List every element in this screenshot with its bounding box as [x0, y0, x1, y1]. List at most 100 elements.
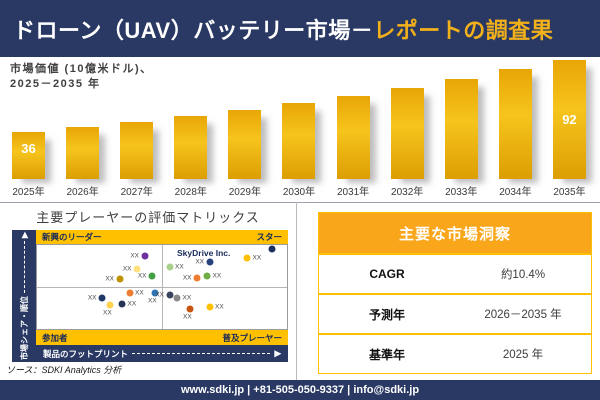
bar-2030年 — [282, 103, 316, 179]
scatter-point: XX — [103, 301, 113, 317]
matrix-top-band: 新興のリーダー スター — [36, 230, 288, 244]
bar-category-label: 2035年 — [553, 187, 586, 198]
y-axis-dashed-line — [23, 241, 25, 293]
scatter-point — [268, 245, 276, 253]
bar-value-label: 36 — [21, 141, 36, 156]
vertical-divider — [296, 202, 297, 380]
bar-chart-caption: 市場価値 (10億米ドル)、 2025－2035 年 — [10, 62, 153, 92]
bar-category-label: 2031年 — [336, 187, 370, 198]
bar-2027年 — [120, 122, 154, 179]
scatter-point-label: XX — [195, 258, 204, 266]
bar-column: 2029年 — [228, 60, 262, 198]
scatter-point-label: XX — [103, 309, 112, 317]
bar-column: 2028年 — [174, 60, 208, 198]
bar-chart-caption-line2: 2025－2035 年 — [10, 78, 101, 90]
matrix-plot-area: SkyDrive Inc. XX XX XX XX XX XX XX XX XX XX XX XX XX… — [36, 244, 288, 330]
scatter-point: XX — [88, 294, 106, 302]
x-axis-dashed-line — [132, 353, 271, 354]
insights-table-header: 主要な市場洞察 — [319, 213, 591, 253]
matrix-title: 主要プレーヤーの評価マトリックス — [36, 210, 260, 225]
row-label: CAGR — [369, 267, 405, 281]
matrix-y-axis-label: 市場シェア・順位 ▶ — [14, 232, 34, 360]
scatter-point-label: XX — [87, 294, 97, 302]
scatter-point: XX — [206, 303, 224, 311]
bar-category-label: 2034年 — [499, 187, 532, 198]
horizontal-divider — [0, 202, 600, 203]
scatter-point-label: XX — [105, 275, 114, 283]
bar-2033年 — [444, 79, 478, 179]
bar-category-label: 2028年 — [174, 187, 207, 198]
bar-2029年 — [228, 110, 262, 179]
scatter-point: XX — [148, 289, 158, 304]
bar-value-label: 92 — [562, 112, 577, 127]
scatter-point: XX — [138, 272, 156, 280]
bar-category-label: 2030年 — [282, 187, 316, 198]
scatter-point-label: XX — [252, 254, 262, 262]
bar-column: 2033年 — [444, 60, 478, 198]
bar-chart-caption-line1: 市場価値 (10億米ドル)、 — [10, 63, 153, 75]
evaluation-matrix: 市場シェア・順位 ▶ 新興のリーダー スター SkyDrive Inc. XX X… — [12, 230, 288, 362]
scatter-point: XX — [243, 254, 261, 262]
row-label: 予測年 — [368, 307, 405, 322]
insights-table: 主要な市場洞察 CAGR 約10.4% 予測年 2026－2035 年 基準年 … — [318, 212, 592, 374]
matrix-y-axis-band: 市場シェア・順位 ▶ — [12, 230, 36, 362]
matrix-bottom-band: 参加者 普及プレーヤー — [36, 330, 288, 345]
bar-2035年: 92 — [552, 60, 586, 179]
y-axis-arrow-icon: ▶ — [19, 232, 29, 239]
row-label: 基準年 — [368, 347, 405, 362]
bar-2028年 — [174, 116, 208, 179]
row-value: 2025 年 — [502, 349, 544, 361]
quadrant-label-emerging-leaders: 新興のリーダー — [42, 232, 102, 242]
scatter-point-label: XX — [182, 274, 192, 282]
scatter-point-label: XX — [155, 291, 164, 299]
scatter-point: XX — [166, 263, 184, 271]
row-value: 約10.4% — [500, 269, 546, 281]
bar-category-label: 2026年 — [66, 187, 99, 198]
scatter-point-label: XX — [122, 265, 132, 273]
scatter-point: XX — [173, 294, 191, 302]
contact-links[interactable]: www.sdki.jp | +81-505-050-9337 | info@sd… — [180, 384, 420, 396]
title-main: ドローン（UAV）バッテリー市場－ — [13, 17, 374, 43]
scatter-point: XX — [126, 289, 144, 297]
scatter-point-label: XX — [212, 272, 222, 280]
bar-category-label: 2025年 — [12, 187, 45, 198]
bar-column: 2034年 — [498, 60, 532, 198]
scatter-point-label: XX — [127, 300, 137, 308]
bar-column: 2032年 — [390, 60, 424, 198]
bar-2032年 — [390, 88, 424, 179]
scatter-point: XX — [195, 258, 213, 266]
bar-column: 2026年 — [66, 60, 100, 198]
bar-category-label: 2033年 — [445, 187, 478, 198]
scatter-point-label: XX — [148, 297, 157, 305]
bar-chart: 36 2025年 2026年 2027年 2028年 2029年 2030年 2031年 203… — [12, 60, 586, 198]
bar-category-label: 2032年 — [391, 187, 424, 198]
bar-2026年 — [66, 127, 100, 179]
quadrant-label-participants: 参加者 — [42, 332, 68, 343]
scatter-point-label: XX — [130, 252, 139, 260]
scatter-point: XX — [123, 265, 141, 273]
scatter-point-label: XX — [175, 263, 184, 271]
contact-footer: www.sdki.jp | +81-505-050-9337 | info@sd… — [0, 380, 600, 400]
bar-2034年 — [498, 69, 532, 179]
scatter-point: XX — [183, 274, 201, 282]
row-value: 2026－2035 年 — [484, 309, 562, 321]
table-row-forecast-years: 予測年 2026－2035 年 — [319, 293, 591, 333]
highlighted-company-label: SkyDrive Inc. — [177, 248, 231, 259]
scatter-point: XX — [130, 252, 148, 260]
bar-column: 2027年 — [120, 60, 154, 198]
bar-column: 92 2035年 — [552, 60, 586, 198]
bar-chart-section: 市場価値 (10億米ドル)、 2025－2035 年 36 2025年 2026年 2… — [0, 57, 600, 202]
x-axis-arrow-icon: ▶ — [274, 348, 281, 358]
scatter-point: XX — [118, 300, 136, 308]
market-insights-section: 主要な市場洞察 CAGR 約10.4% 予測年 2026－2035 年 基準年 … — [297, 203, 600, 380]
scatter-point-label: XX — [137, 272, 147, 280]
scatter-point: XX — [183, 305, 193, 320]
table-row-base-year: 基準年 2025 年 — [319, 333, 591, 373]
quadrant-label-stars: スター — [256, 232, 282, 242]
x-axis-label-text: 製品のフットプリント — [43, 348, 129, 359]
quadrant-label-pervasive-players: 普及プレーヤー — [222, 332, 282, 343]
bar-category-label: 2029年 — [228, 187, 261, 198]
title-accent: レポートの調査果 — [373, 17, 554, 43]
source-note: ソース：SDKI Analytics 分析 — [6, 365, 122, 375]
matrix-x-axis-band: 製品のフットプリント ▶ — [36, 345, 288, 362]
